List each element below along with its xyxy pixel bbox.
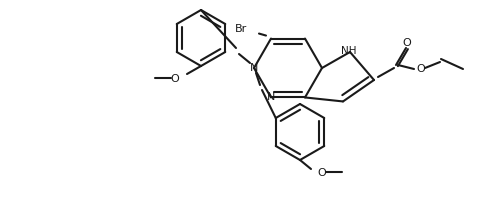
Text: O: O [416,64,424,74]
Text: O: O [170,74,179,84]
Text: Br: Br [234,24,246,34]
Text: NH: NH [341,46,356,56]
Text: O: O [317,168,326,178]
Text: N: N [249,63,258,73]
Text: N: N [266,92,275,102]
Text: O: O [402,38,410,48]
